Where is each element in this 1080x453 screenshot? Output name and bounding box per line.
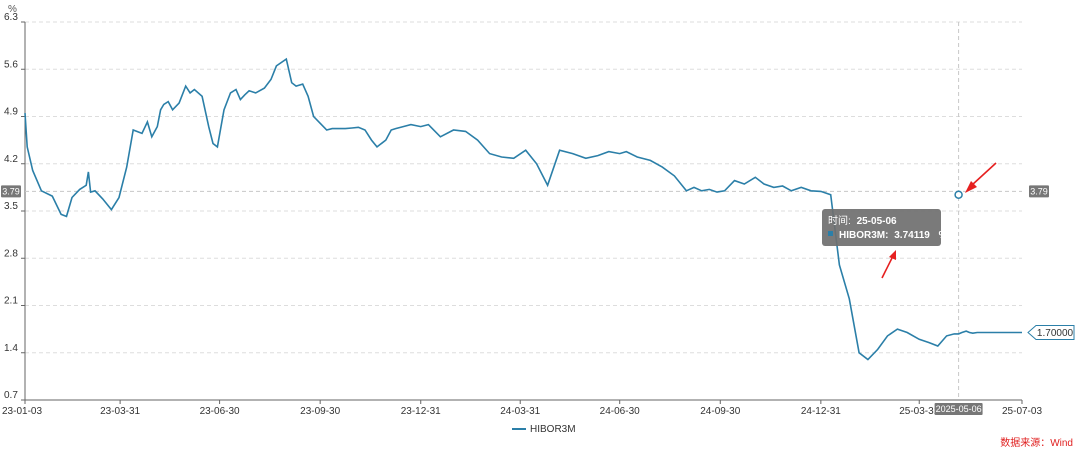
arrow-to-tooltip (881, 250, 896, 279)
x-tick-label: 25-03-31 (899, 406, 939, 417)
x-tick-label: 24-12-31 (801, 406, 841, 417)
crosshair-date-text: 2025-05-06 (936, 404, 982, 414)
legend[interactable]: HIBOR3M (512, 424, 576, 435)
tooltip-series-label: HIBOR3M: (839, 230, 888, 241)
y-tick-label: 5.6 (4, 59, 18, 70)
crosshair-date-box (934, 403, 983, 415)
series-line-hibor3m[interactable] (24, 57, 1022, 361)
left-y-badge: 3.79 (1, 185, 21, 198)
left-badge-text: 3.79 (2, 186, 20, 196)
x-tick-label: 24-06-30 (600, 406, 640, 417)
left-badge-box (1, 185, 21, 198)
x-tick-label: 24-03-31 (500, 406, 540, 417)
right-badge-text: 3.79 (1030, 186, 1048, 196)
tooltip-series-swatch (828, 231, 833, 236)
right-badge-box (1029, 185, 1049, 198)
arrow-to-tooltip-head (889, 250, 896, 260)
arrow-to-point-shaft (971, 162, 997, 186)
end-value-label: 1.70000 (1027, 325, 1075, 340)
y-tick-label: 2.8 (4, 248, 18, 259)
x-tick-label: 23-03-31 (100, 406, 140, 417)
y-tick-label: 2.1 (4, 296, 18, 307)
x-tick-label: 23-06-30 (200, 406, 240, 417)
legend-label-hibor3m[interactable]: HIBOR3M (530, 424, 576, 435)
tooltip-box (822, 209, 941, 246)
x-tick-label: 25-07-03 (1002, 406, 1042, 417)
arrow-to-point (965, 162, 997, 193)
y-tick-label: 4.2 (4, 154, 18, 165)
end-value-text: 1.70000 (1037, 328, 1074, 339)
y-tick-label: 3.5 (4, 201, 18, 212)
y-axis-unit-label: % (8, 4, 17, 15)
tooltip-time-line: 时间: 25-05-06 (828, 214, 897, 227)
tooltip-time-value: 25-05-06 (857, 216, 897, 227)
right-y-badge: 3.79 (1029, 185, 1049, 198)
x-axis-ticks: 23-01-03 23-03-31 23-06-30 23-09-30 23-12-31… (2, 400, 1042, 417)
x-tick-label: 23-01-03 (2, 406, 42, 417)
arrow-to-tooltip-shaft (881, 257, 893, 279)
tooltip-time-label: 时间: (828, 214, 851, 227)
end-value-box (1027, 325, 1075, 340)
arrow-to-point-head (965, 181, 977, 193)
hover-point-marker[interactable] (954, 190, 963, 199)
crosshair-date-badge: 2025-05-06 (934, 403, 983, 415)
tooltip-series-line: HIBOR3M: 3.74119 % (839, 230, 948, 241)
x-tick-label: 23-12-31 (401, 406, 441, 417)
y-axis-ticks: 0.7 1.4 2.1 2.8 3.5 4.2 4.9 5.6 6.3 (4, 12, 25, 401)
data-source-note: 数据来源：Wind (1000, 436, 1073, 449)
x-tick-label: 23-09-30 (300, 406, 340, 417)
y-tick-label: 6.3 (4, 12, 18, 23)
tooltip-unit: % (939, 230, 948, 241)
tooltip-series-value: 3.74119 (894, 230, 930, 241)
grid-lines (25, 21, 1022, 354)
y-tick-label: 0.7 (4, 390, 18, 401)
y-tick-label: 4.9 (4, 107, 18, 118)
y-tick-label: 1.4 (4, 343, 18, 354)
x-tick-label: 24-09-30 (700, 406, 740, 417)
tooltip: 时间: 25-05-06 HIBOR3M: 3.74119 % (822, 209, 948, 246)
